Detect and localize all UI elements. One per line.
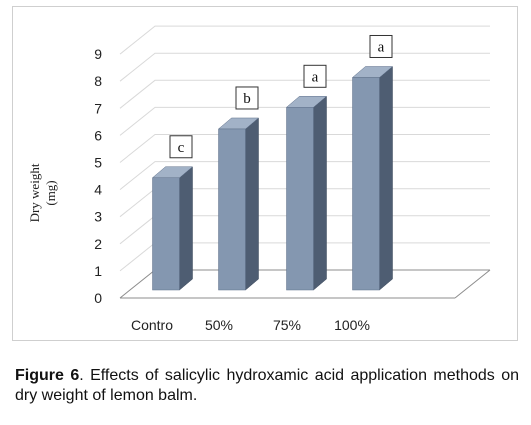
y-tick-label: 4 bbox=[94, 182, 102, 198]
data-label: b bbox=[235, 86, 259, 110]
bar-side bbox=[245, 117, 259, 291]
data-label: c bbox=[169, 135, 193, 159]
bar-front bbox=[286, 107, 314, 291]
bar-side bbox=[179, 166, 193, 291]
chart-frame bbox=[12, 6, 518, 341]
bar-front bbox=[352, 77, 380, 291]
data-label: a bbox=[369, 34, 393, 58]
data-label-text: a bbox=[378, 39, 385, 55]
x-tick-label: 50% bbox=[205, 317, 233, 333]
y-tick-label: 9 bbox=[94, 46, 102, 62]
bar-chart: 0 1 2 3 4 5 6 7 8 9 c b a a Contro 50% 75% 100% Dry wei… bbox=[27, 25, 491, 333]
figure-caption: Figure 6. Effects of salicylic hydroxami… bbox=[15, 366, 519, 406]
y-tick-label: 6 bbox=[94, 127, 102, 143]
y-tick-label: 7 bbox=[94, 100, 102, 116]
x-tick-label: 75% bbox=[273, 317, 301, 333]
y-tick-label: 0 bbox=[94, 290, 102, 306]
caption-text: . Effects of salicylic hydroxamic acid a… bbox=[15, 367, 519, 404]
x-tick-label: Contro bbox=[131, 317, 173, 333]
data-label-text: c bbox=[178, 140, 185, 156]
data-labels-layer: c b a a bbox=[169, 34, 393, 159]
x-tick-label: 100% bbox=[334, 317, 370, 333]
data-label-box bbox=[169, 135, 193, 159]
y-tick-label: 2 bbox=[94, 236, 102, 252]
data-label-box bbox=[303, 64, 327, 88]
gridline bbox=[119, 25, 490, 55]
data-label-text: a bbox=[312, 69, 319, 85]
bar bbox=[285, 95, 328, 291]
data-label-box bbox=[369, 34, 393, 58]
caption-label: Figure 6 bbox=[15, 367, 80, 384]
y-tick-label: 1 bbox=[94, 263, 102, 279]
bar-front bbox=[152, 177, 180, 291]
bars-layer bbox=[151, 65, 394, 291]
bar bbox=[217, 117, 260, 291]
data-label: a bbox=[303, 64, 327, 88]
bar-side bbox=[379, 65, 393, 291]
y-tick-label: 5 bbox=[94, 155, 102, 171]
bar-front bbox=[218, 128, 246, 291]
y-tick-label: 8 bbox=[94, 73, 102, 89]
y-tick-labels: 0 1 2 3 4 5 6 7 8 9 bbox=[94, 46, 102, 306]
data-label-box bbox=[235, 86, 259, 110]
bar-side bbox=[313, 95, 327, 291]
data-label-text: b bbox=[243, 91, 251, 107]
bar bbox=[151, 166, 194, 291]
y-axis-label-line2: (mg) bbox=[43, 180, 58, 205]
y-axis-label-line1: Dry weight bbox=[27, 163, 42, 222]
y-tick-label: 3 bbox=[94, 209, 102, 225]
floor-edge bbox=[454, 269, 491, 299]
bar bbox=[351, 65, 394, 291]
x-tick-labels: Contro 50% 75% 100% bbox=[131, 317, 370, 333]
